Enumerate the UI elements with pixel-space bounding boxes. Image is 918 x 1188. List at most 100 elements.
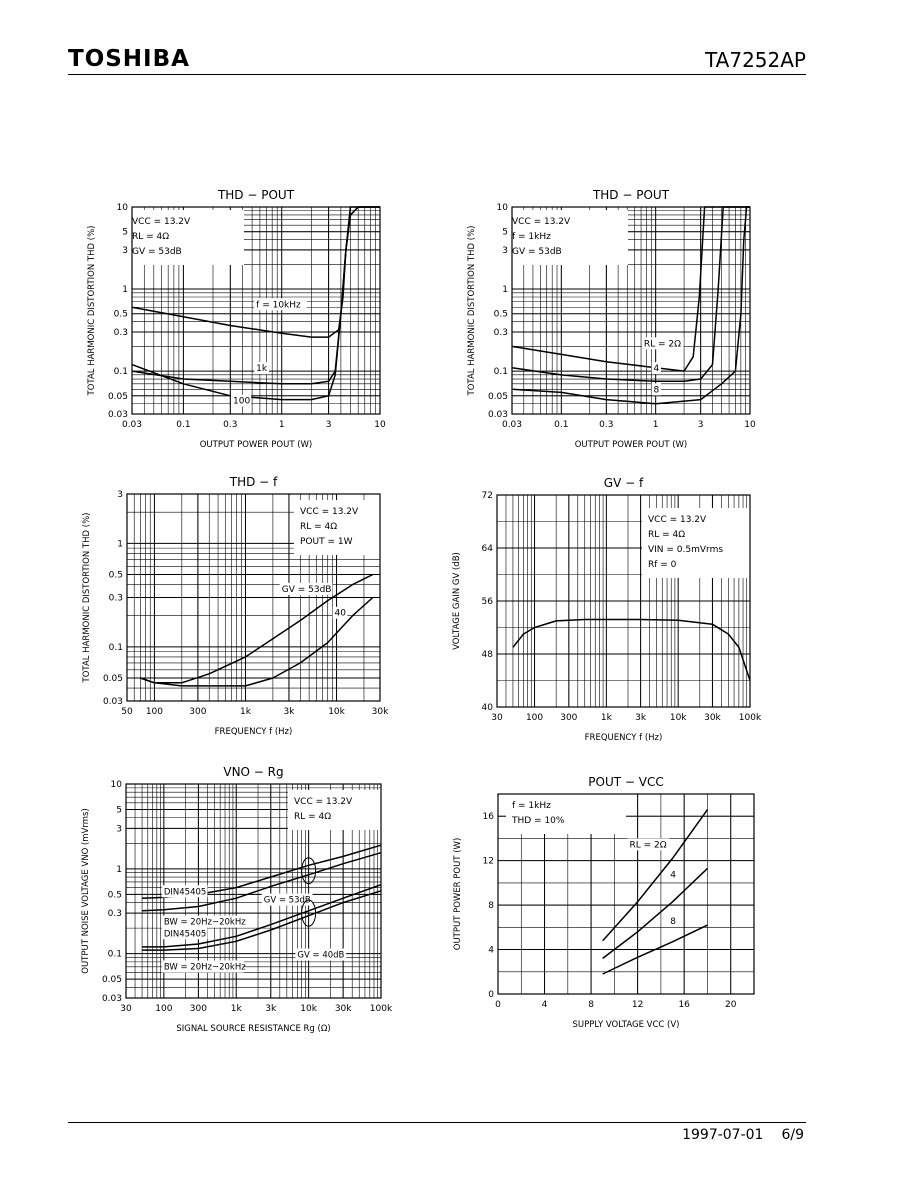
series-line [131, 206, 380, 401]
x-tick-label: 10 [744, 420, 756, 430]
series-label-bg [651, 383, 661, 396]
condition-label: RL = 4Ω [294, 812, 331, 822]
x-tick-label: 30k [372, 707, 389, 717]
series-label-bg [231, 394, 252, 407]
y-tick-label: 0.05 [103, 674, 123, 684]
conditions-box [506, 210, 628, 265]
x-tick-label: 16 [678, 1000, 690, 1010]
series-line [142, 890, 382, 951]
series-line [511, 206, 750, 405]
x-tick-label: 0 [495, 1000, 501, 1010]
condition-label: RL = 4Ω [132, 232, 169, 242]
condition-label: VIN = 0.5mVrms [648, 545, 723, 555]
plot-frame [496, 494, 751, 708]
series-line [602, 809, 709, 942]
x-tick-label: 100k [739, 713, 762, 723]
x-tick-label: 30k [704, 713, 721, 723]
y-axis-label: TOTAL HARMONIC DISTORTION THD (%) [82, 513, 92, 684]
conditions-box [642, 508, 778, 578]
condition-label: f = 1kHz [512, 801, 551, 811]
x-tick-label: 50 [121, 707, 133, 717]
chart-title: THD − POUT [217, 188, 295, 202]
y-tick-label: 0.5 [114, 310, 128, 320]
y-tick-label: 4 [488, 946, 494, 956]
series-label: 4 [670, 870, 676, 880]
header-rule [68, 74, 806, 75]
series-line [511, 206, 750, 372]
x-tick-label: 30 [120, 1004, 132, 1014]
y-tick-label: 0.1 [109, 643, 123, 653]
chart-title: THD − POUT [592, 188, 670, 202]
part-number: TA7252AP [705, 48, 806, 72]
y-tick-label: 5 [502, 228, 508, 238]
chart-title: THD − f [229, 475, 278, 489]
y-tick-label: 16 [483, 812, 495, 822]
y-tick-label: 0.03 [102, 994, 122, 1004]
x-tick-label: 100 [155, 1004, 172, 1014]
y-axis-label: TOTAL HARMONIC DISTORTION THD (%) [467, 226, 477, 397]
curve-group-marker [301, 899, 317, 927]
y-tick-label: 0.03 [488, 410, 508, 420]
plot-frame [497, 793, 755, 995]
series-label-bg [254, 298, 307, 311]
conditions-box [294, 500, 414, 555]
series-label: 40 [335, 609, 347, 619]
series-line [512, 618, 751, 681]
y-tick-label: 1 [122, 285, 128, 295]
series-label: 8 [654, 385, 660, 395]
series-label: GV = 53dB [282, 585, 332, 595]
x-tick-label: 300 [190, 1004, 207, 1014]
annotation-label: DIN45405 [164, 929, 206, 939]
annotation-bg [161, 927, 208, 940]
y-tick-label: 56 [482, 597, 494, 607]
series-line [602, 924, 708, 975]
y-tick-label: 72 [482, 491, 493, 501]
x-tick-label: 30 [491, 713, 503, 723]
x-tick-label: 3k [265, 1004, 277, 1014]
chart-title: VNO − Rg [223, 765, 283, 779]
x-tick-label: 100 [146, 707, 163, 717]
annotation-bg [261, 893, 313, 906]
condition-label: Rf = 0 [648, 560, 677, 570]
x-axis-label: SIGNAL SOURCE RESISTANCE Rg (Ω) [176, 1024, 330, 1034]
y-tick-label: 0.3 [108, 909, 122, 919]
chart-title: POUT − VCC [588, 775, 663, 789]
x-tick-label: 3k [283, 707, 295, 717]
y-tick-label: 8 [488, 901, 494, 911]
x-tick-label: 10 [374, 420, 386, 430]
annotation-label: BW = 20Hz~20kHz [164, 963, 246, 973]
y-tick-label: 10 [117, 203, 129, 213]
y-tick-label: 0.05 [108, 392, 128, 402]
y-tick-label: 0.05 [102, 975, 122, 985]
series-label: 100 [233, 397, 250, 407]
x-tick-label: 1 [653, 420, 659, 430]
condition-label: THD = 10% [511, 816, 565, 826]
x-axis-label: FREQUENCY f (Hz) [215, 727, 293, 737]
x-axis-label: FREQUENCY f (Hz) [585, 733, 663, 743]
series-label-bg [332, 606, 348, 619]
x-tick-label: 10k [300, 1004, 317, 1014]
x-tick-label: 0.3 [599, 420, 613, 430]
x-tick-label: 300 [560, 713, 577, 723]
curve-group-marker [301, 857, 317, 885]
x-axis-label: SUPPLY VOLTAGE VCC (V) [573, 1020, 680, 1030]
annotation-label: GV = 53dB [264, 896, 311, 906]
x-tick-label: 0.1 [554, 420, 568, 430]
chart-thd-pout-load: THD − POUT VCC = 13.2V f = 1kHz GV = 53dB 0.… [467, 188, 756, 450]
x-tick-label: 4 [542, 1000, 548, 1010]
x-tick-label: 10k [328, 707, 345, 717]
y-tick-label: 1 [116, 865, 122, 875]
series-label: 1k [256, 364, 268, 374]
series-label-bg [641, 337, 684, 350]
conditions-box [126, 210, 244, 265]
series-label: RL = 2Ω [644, 339, 681, 349]
annotation-bg [161, 960, 244, 973]
x-tick-label: 3 [326, 420, 332, 430]
x-axis-label: OUTPUT POWER POUT (W) [575, 440, 688, 450]
chart-pout-vcc: POUT − VCC f = 1kHz THD = 10% 0 4 8 12 16 20 0 4 8 1… [453, 775, 755, 1030]
y-tick-label: 1 [117, 539, 123, 549]
annotation-bg [295, 948, 347, 961]
y-tick-label: 1 [502, 285, 508, 295]
y-tick-label: 0.5 [494, 310, 508, 320]
